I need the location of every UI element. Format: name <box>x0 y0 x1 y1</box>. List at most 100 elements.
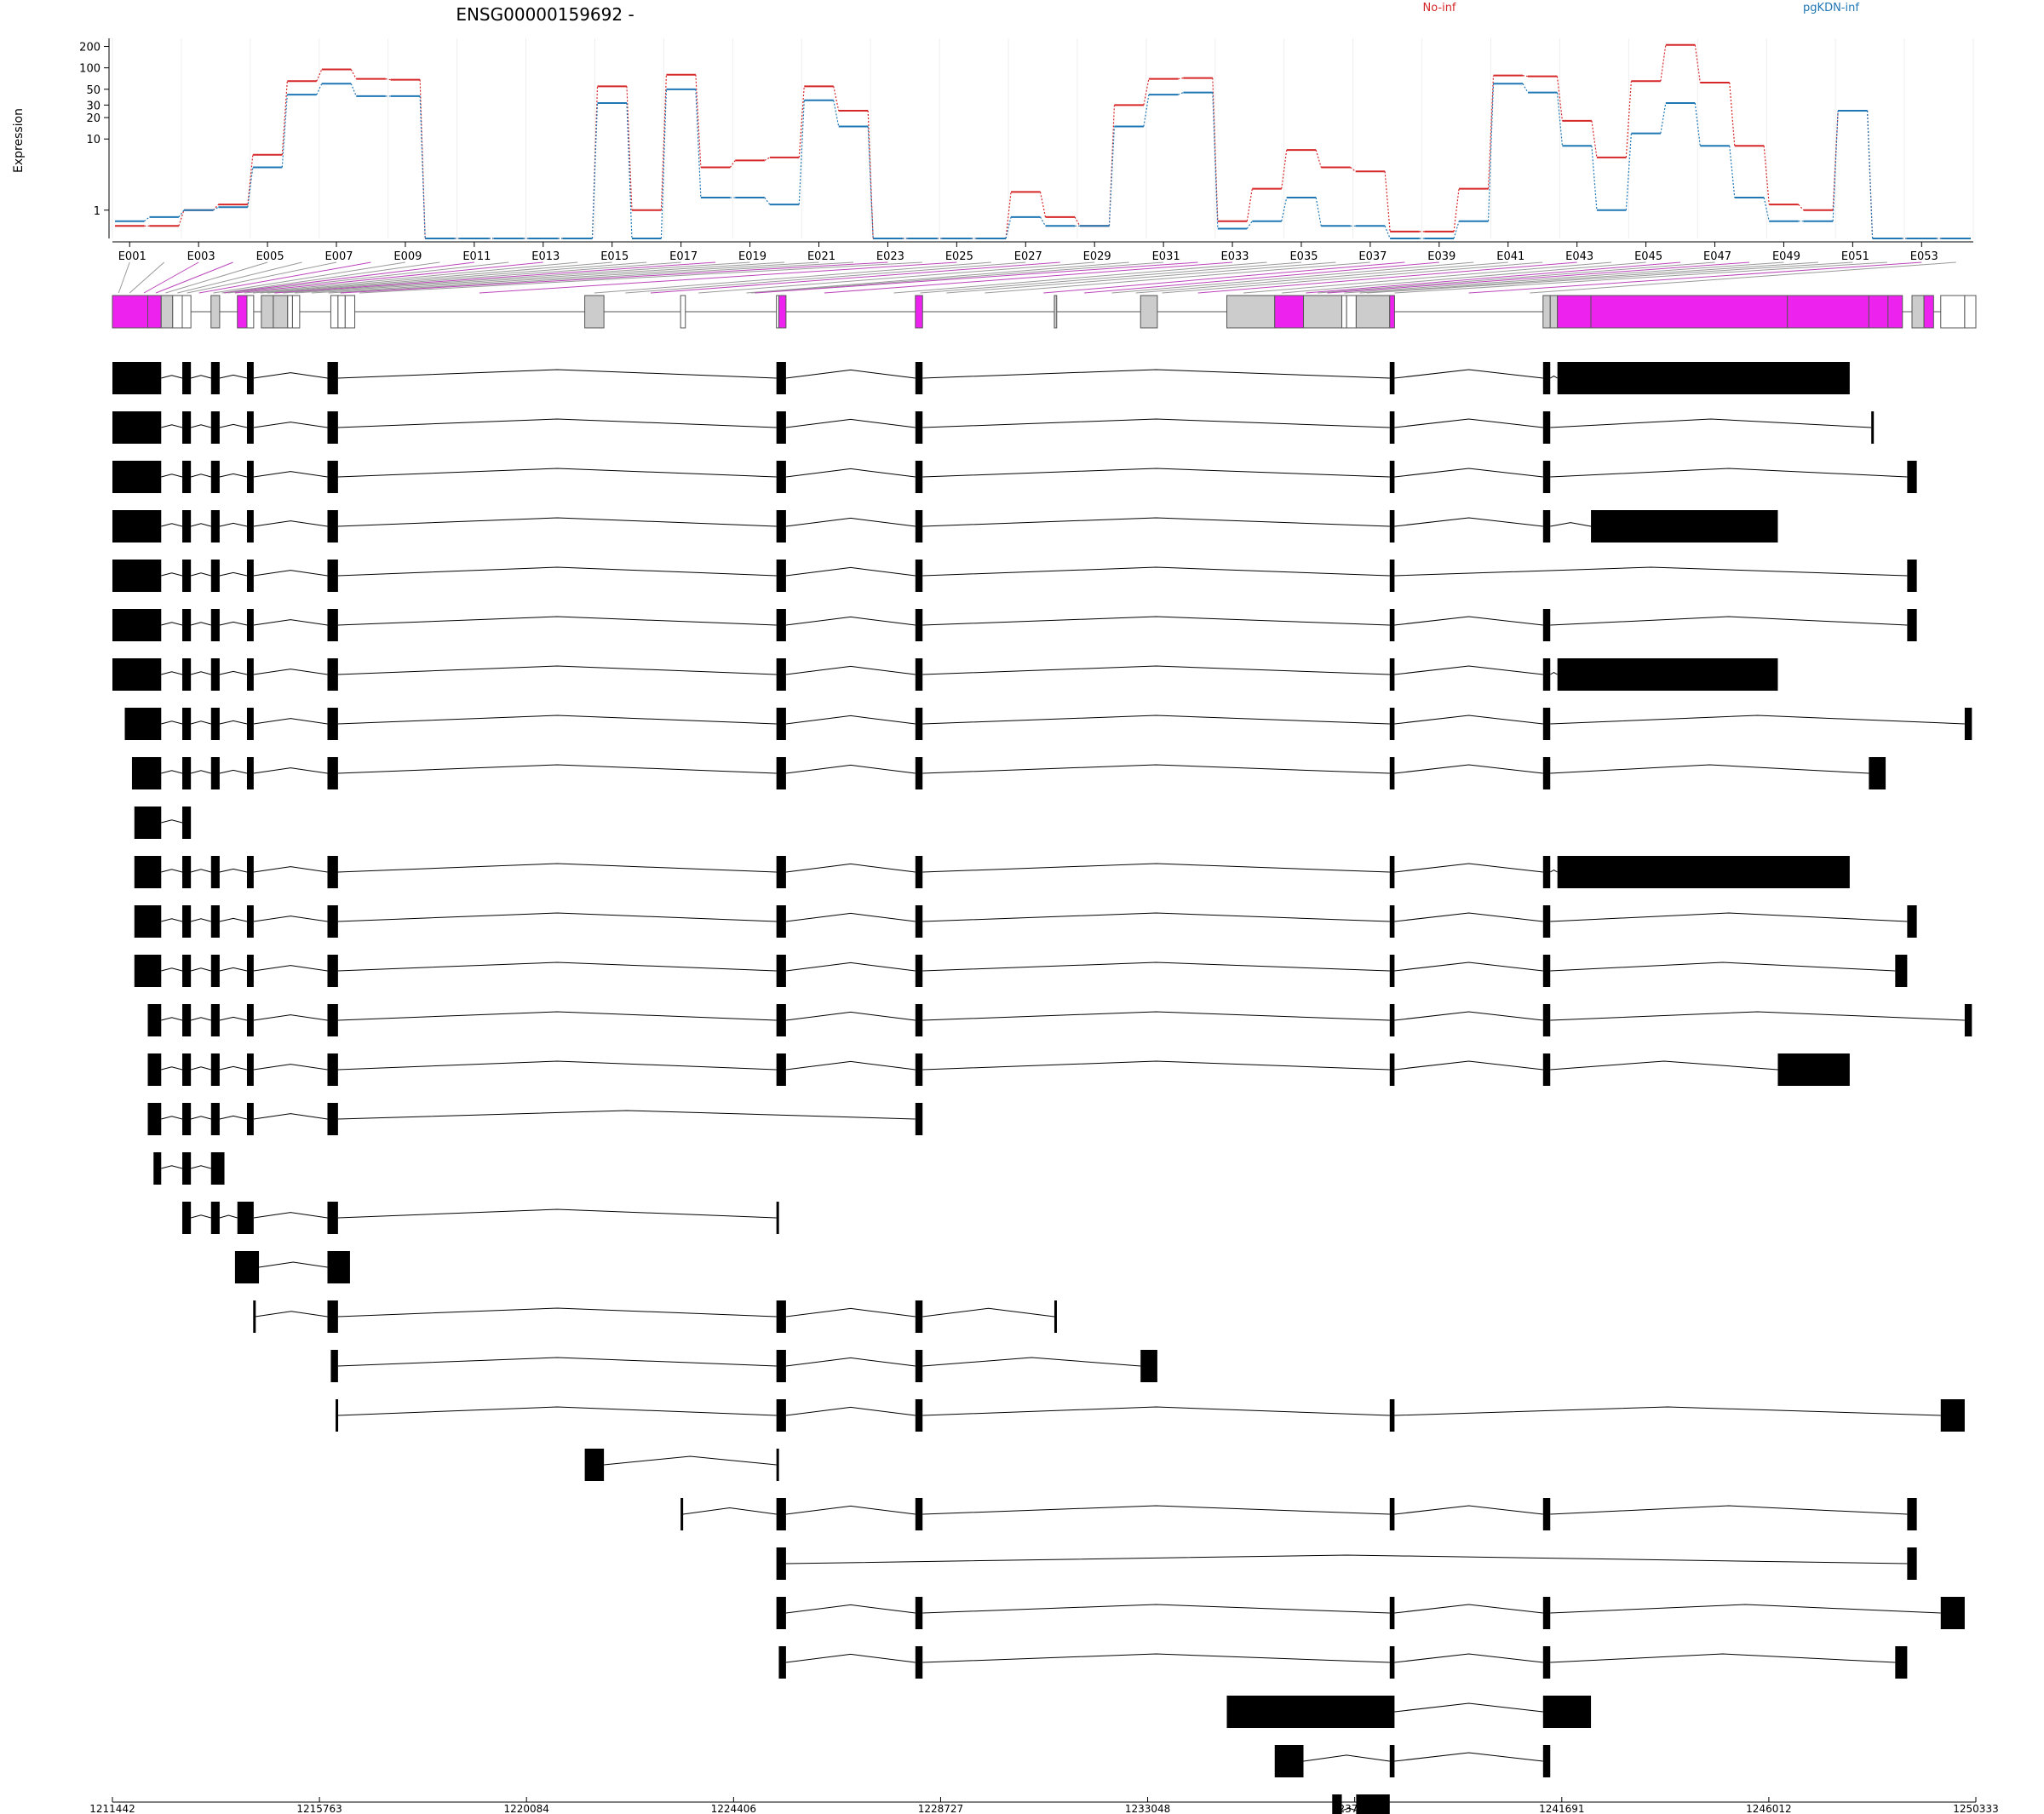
transcript-exon <box>1542 1053 1551 1086</box>
series-connector <box>1212 92 1219 229</box>
transcript-exon <box>327 955 338 987</box>
series-connector <box>867 110 874 239</box>
intron-line <box>785 863 916 873</box>
transcript-exon <box>776 461 786 493</box>
transcript-exon <box>776 1350 786 1382</box>
intron-line <box>1550 522 1592 527</box>
intron-line <box>922 1011 1390 1021</box>
exon-box <box>1557 295 1592 329</box>
intron-line <box>922 863 1390 873</box>
transcript-exon <box>776 1399 786 1432</box>
exon-box <box>1964 295 1977 329</box>
transcript-row <box>253 1300 1057 1333</box>
intron-line <box>191 967 211 972</box>
transcript-exon <box>778 1646 786 1679</box>
exon-box <box>147 295 162 329</box>
series-connector <box>1005 216 1012 239</box>
intron-line <box>219 670 248 675</box>
transcript-exon <box>1557 658 1778 691</box>
intron-line <box>1550 1653 1896 1663</box>
intron-line <box>337 1011 777 1021</box>
transcript-exon <box>1389 1399 1395 1432</box>
transcript-exon <box>915 658 923 691</box>
exon-label: E017 <box>669 250 698 263</box>
intron-line <box>1550 1505 1908 1515</box>
transcript-exon <box>134 856 162 888</box>
intron-line <box>191 720 211 725</box>
transcript-exon <box>246 560 254 592</box>
transcript-row <box>112 658 1778 691</box>
transcript-exon <box>210 510 220 542</box>
transcript-exon <box>1869 757 1886 789</box>
exon-label: E045 <box>1634 250 1662 263</box>
transcript-exon <box>915 1053 923 1086</box>
transcript-exon <box>330 1350 338 1382</box>
transcript-exon <box>1389 955 1395 987</box>
transcript-exon <box>1542 1004 1551 1036</box>
exon-box <box>1226 295 1276 329</box>
transcript-exon <box>1356 1794 1390 1814</box>
intron-line <box>922 616 1390 626</box>
intron-line <box>161 622 183 626</box>
exon-box <box>330 295 339 329</box>
series-connector <box>350 83 357 97</box>
exon-box <box>1923 295 1934 329</box>
transcript-exon <box>1389 1498 1395 1530</box>
genome-tick-label: 1215763 <box>296 1803 342 1814</box>
transcript-exon <box>182 1152 192 1185</box>
connector-line <box>187 261 337 294</box>
transcript-exon <box>327 1004 338 1036</box>
transcript-exon <box>1389 757 1395 789</box>
transcript-exon <box>915 560 923 592</box>
exon-box <box>1590 295 1788 329</box>
transcript-exon <box>915 856 923 888</box>
transcript-exon <box>153 1152 162 1185</box>
exon-label: E037 <box>1358 250 1387 263</box>
intron-line <box>922 468 1390 478</box>
intron-line <box>219 1065 248 1071</box>
intron-line <box>253 570 328 577</box>
transcript-exon <box>1542 905 1551 938</box>
transcript-exon <box>147 1004 162 1036</box>
transcript-exon <box>182 955 192 987</box>
intron-line <box>337 1060 777 1071</box>
transcript-exon <box>915 1103 923 1135</box>
transcript-exon <box>1274 1745 1304 1777</box>
transcript-exon <box>1542 955 1551 987</box>
intron-line <box>785 1011 916 1021</box>
intron-line <box>191 671 211 675</box>
connector-line <box>893 261 1267 294</box>
series-connector <box>1108 126 1116 227</box>
transcript-row <box>134 856 1850 888</box>
connector-line <box>252 261 612 294</box>
transcript-exon <box>246 411 254 444</box>
series-connector <box>764 197 771 205</box>
transcript-exon <box>1226 1696 1395 1728</box>
series-connector <box>1625 133 1632 210</box>
transcript-exon <box>327 1053 338 1086</box>
exon-box <box>1787 295 1869 329</box>
transcript-exon <box>1054 1300 1057 1333</box>
connector-line <box>920 261 1302 294</box>
transcript-exon <box>1542 411 1551 444</box>
transcript-exon <box>1389 905 1395 938</box>
exon-label: E027 <box>1014 250 1042 263</box>
intron-line <box>219 917 248 922</box>
connector-line <box>1135 261 1508 294</box>
intron-line <box>1394 418 1543 428</box>
transcript-exon <box>1557 856 1850 888</box>
series-connector <box>867 126 874 239</box>
transcript-exon <box>147 1103 162 1135</box>
transcript-exon <box>234 1251 260 1283</box>
intron-line <box>337 665 777 675</box>
transcript-row <box>112 609 1917 641</box>
exon-label: E001 <box>118 250 146 263</box>
intron-line <box>337 1208 777 1219</box>
intron-line <box>191 474 211 478</box>
intron-line <box>337 616 777 626</box>
intron-line <box>337 1357 777 1367</box>
intron-line <box>161 572 183 577</box>
intron-line <box>161 1066 183 1071</box>
y-tick-label: 50 <box>86 84 100 97</box>
y-tick-label: 1 <box>94 205 100 218</box>
